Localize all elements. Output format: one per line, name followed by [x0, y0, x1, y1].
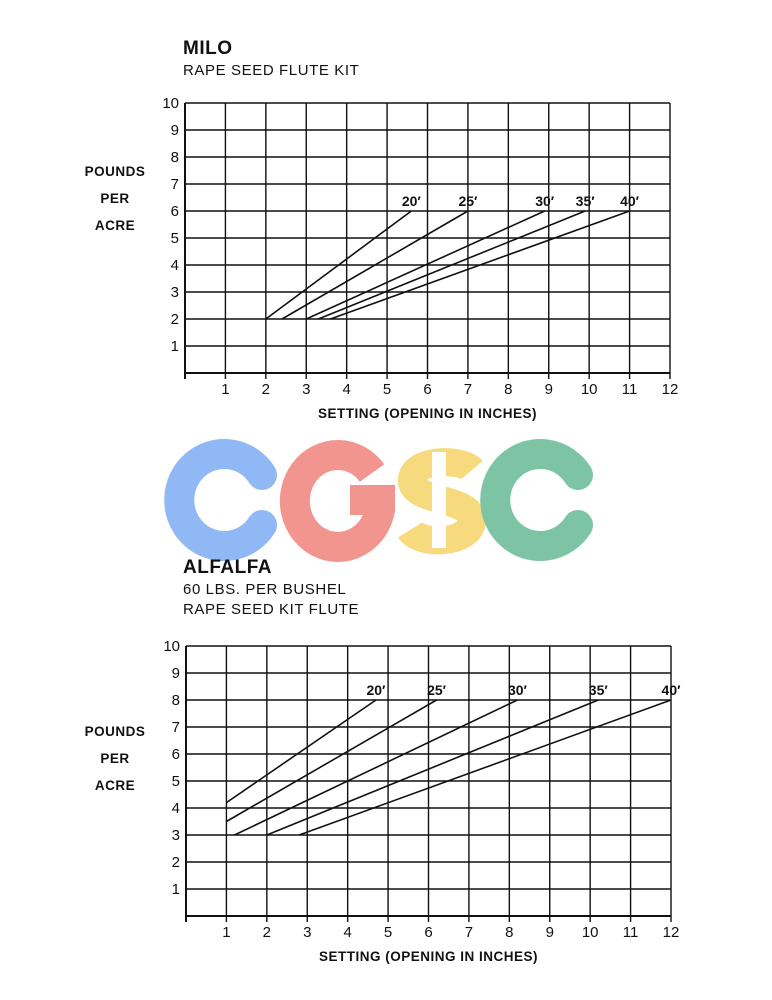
x-tick-label: 7: [464, 381, 472, 398]
y-tick-label: 9: [172, 665, 180, 682]
y-tick-label: 4: [172, 800, 180, 817]
x-axis-label: SETTING (OPENING IN INCHES): [318, 406, 537, 421]
series-label: 40′: [620, 193, 640, 209]
series-line: [234, 699, 518, 836]
chart-subtitle: RAPE SEED FLUTE KIT: [183, 62, 360, 79]
alfalfa-chart: ALFALFA 60 LBS. PER BUSHEL RAPE SEED KIT…: [0, 545, 772, 1000]
series-line: [226, 699, 437, 823]
cgsc-watermark-logo: [164, 439, 593, 562]
x-tick-label: 12: [662, 381, 679, 398]
x-tick-label: 8: [505, 924, 513, 941]
y-axis-label-line: ACRE: [94, 778, 136, 793]
x-tick-label: 5: [384, 924, 392, 941]
y-axis-label: POUNDS PER ACRE: [70, 718, 160, 799]
x-tick-label: 1: [222, 924, 230, 941]
x-tick-label: 11: [622, 381, 638, 398]
y-tick-label: 10: [162, 95, 179, 112]
series-line: [318, 210, 586, 320]
y-tick-label: 1: [171, 338, 179, 355]
series-label: 20′: [402, 193, 422, 209]
y-tick-label: 1: [172, 881, 180, 898]
chart-title: ALFALFA: [183, 557, 272, 578]
x-tick-label: 4: [342, 381, 350, 398]
y-axis-label-line: POUNDS: [84, 724, 146, 739]
x-tick-label: 7: [465, 924, 473, 941]
x-tick-label: 12: [663, 924, 680, 941]
x-tick-label: 5: [383, 381, 391, 398]
y-tick-label: 4: [171, 257, 179, 274]
series-line: [298, 699, 672, 836]
y-tick-label: 3: [172, 827, 180, 844]
y-axis-label-line: ACRE: [94, 218, 136, 233]
x-tick-label: 9: [545, 381, 553, 398]
milo-chart: MILO RAPE SEED FLUTE KIT POUNDS PER ACRE…: [0, 0, 772, 440]
y-tick-label: 2: [171, 311, 179, 328]
series-label: 30′: [508, 682, 528, 698]
watermark-letter-c-blue: [164, 439, 277, 561]
x-tick-label: 4: [343, 924, 351, 941]
y-tick-label: 5: [171, 230, 179, 247]
series-line: [266, 699, 599, 836]
y-tick-label: 3: [171, 284, 179, 301]
series-line: [330, 210, 630, 320]
x-tick-label: 8: [504, 381, 512, 398]
series-label: 35′: [589, 682, 609, 698]
x-tick-label: 3: [303, 924, 311, 941]
y-tick-label: 7: [172, 719, 180, 736]
chart-subtitle-line-2: RAPE SEED KIT FLUTE: [183, 601, 360, 618]
x-tick-label: 6: [424, 924, 432, 941]
y-axis-label: POUNDS PER ACRE: [70, 158, 160, 239]
x-tick-label: 10: [581, 381, 598, 398]
series-label: 20′: [366, 682, 386, 698]
x-tick-label: 11: [623, 924, 639, 941]
y-tick-label: 8: [172, 692, 180, 709]
series-label: 25′: [427, 682, 447, 698]
series-label: 30′: [535, 193, 555, 209]
x-tick-label: 9: [546, 924, 554, 941]
series-line: [305, 210, 546, 320]
watermark-letter-g-red: [279, 439, 395, 562]
y-tick-label: 6: [171, 203, 179, 220]
chart-title: MILO: [183, 38, 233, 59]
series-label: 40′: [662, 682, 682, 698]
watermark-letter-c-green: [480, 439, 593, 561]
y-axis-label-line: POUNDS: [84, 164, 146, 179]
y-tick-label: 5: [172, 773, 180, 790]
chart-subtitle-line-1: 60 LBS. PER BUSHEL: [183, 581, 347, 598]
y-tick-label: 7: [171, 176, 179, 193]
y-axis-label-line: PER: [100, 751, 130, 766]
series-line: [225, 699, 377, 804]
y-tick-label: 9: [171, 122, 179, 139]
x-tick-label: 3: [302, 381, 310, 398]
x-tick-label: 6: [423, 381, 431, 398]
y-tick-label: 2: [172, 854, 180, 871]
x-tick-label: 10: [582, 924, 599, 941]
x-tick-label: 2: [263, 924, 271, 941]
series-label: 25′: [458, 193, 478, 209]
series-label: 35′: [576, 193, 596, 209]
x-axis-label: SETTING (OPENING IN INCHES): [319, 949, 538, 964]
y-axis-label-line: PER: [100, 191, 130, 206]
series-line: [265, 210, 412, 320]
y-tick-label: 10: [163, 638, 180, 655]
y-tick-label: 6: [172, 746, 180, 763]
watermark-letter-s-yellow: [398, 448, 487, 555]
series-line: [281, 210, 469, 320]
x-tick-label: 2: [262, 381, 270, 398]
x-tick-label: 1: [221, 381, 229, 398]
y-tick-label: 8: [171, 149, 179, 166]
